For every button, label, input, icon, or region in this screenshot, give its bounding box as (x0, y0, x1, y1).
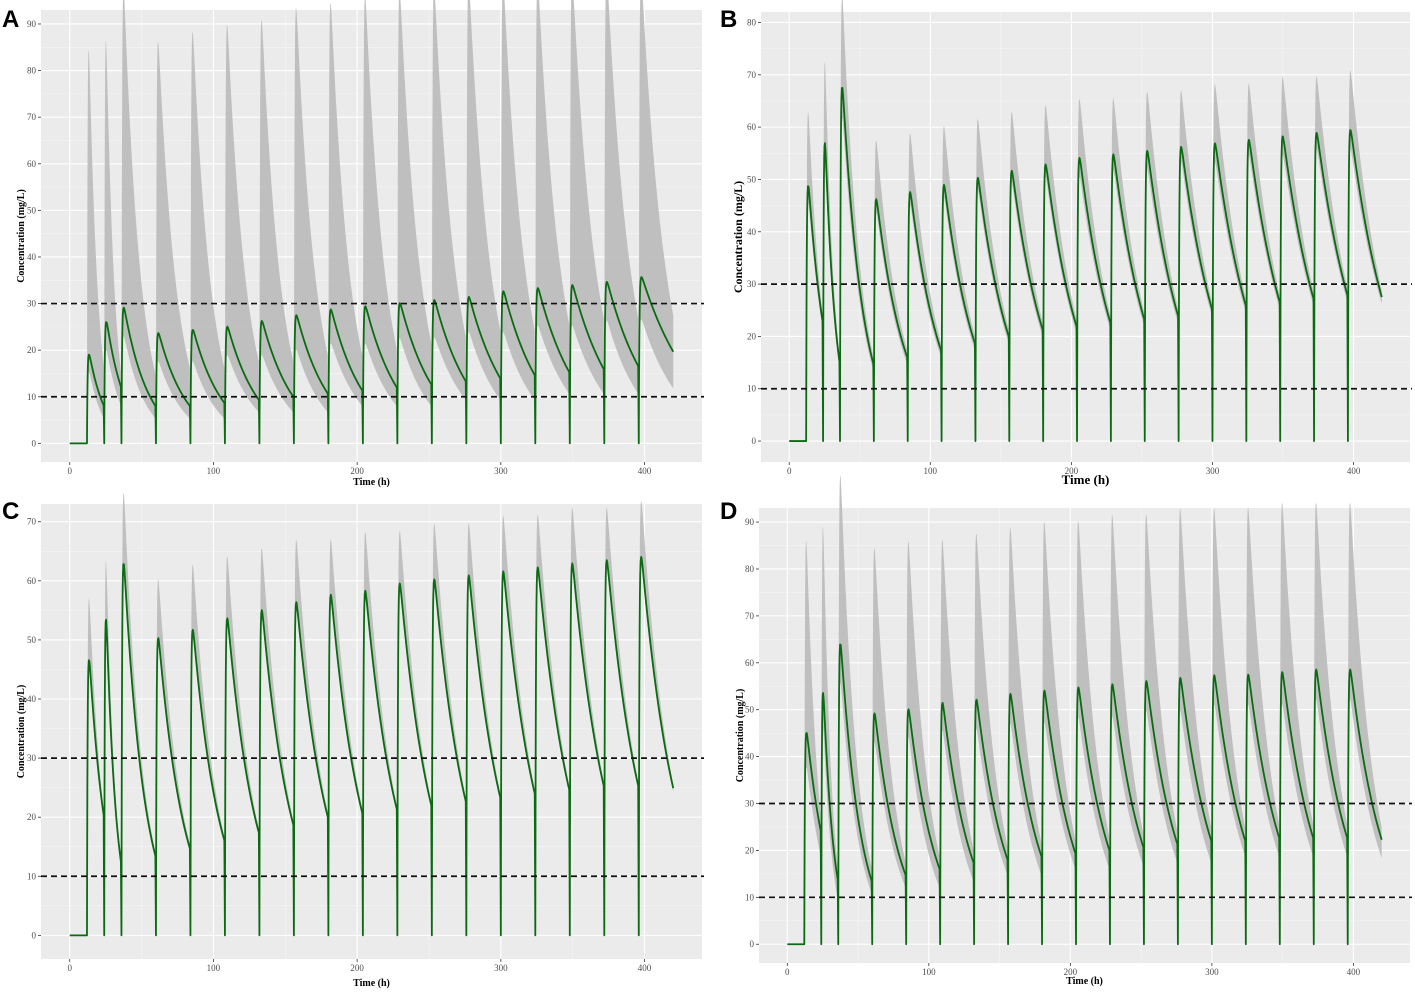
y-tick-label: 30 (27, 299, 37, 309)
panel-letter-c: C (2, 498, 20, 525)
plot-background (41, 504, 702, 959)
y-axis-title: Concentration (mg/L) (16, 685, 27, 779)
y-tick-label: 0 (752, 436, 757, 446)
y-tick-label: 20 (745, 845, 755, 855)
x-tick-label: 400 (638, 466, 652, 476)
x-tick-label: 0 (787, 466, 792, 476)
y-tick-label: 30 (745, 799, 755, 809)
panel-letter-d: D (720, 498, 738, 525)
median-line (789, 87, 1383, 442)
x-axis-title: Time (h) (1062, 472, 1110, 487)
y-tick-label: 50 (27, 635, 37, 645)
median-line (69, 555, 675, 937)
x-axis-title: Time (h) (1066, 976, 1103, 987)
y-tick-label: 40 (27, 252, 37, 262)
y-tick-label: 80 (747, 17, 757, 27)
panel-b: B 0 10 20 30 40 50 60 70 80 0 100 200 300 400 Time (h)… (707, 0, 1415, 496)
y-tick-label: 10 (745, 892, 755, 902)
y-tick-label: 10 (27, 871, 37, 881)
y-axis-title: Concentration (mg/L) (735, 689, 746, 783)
y-tick-label: 0 (32, 438, 37, 448)
chart-d: 0 10 20 30 40 50 60 70 80 90 0 100 200 300 400 Time (h)… (735, 475, 1412, 987)
x-tick-label: 100 (207, 963, 221, 973)
y-tick-label: 90 (745, 517, 755, 527)
y-axis-title: Concentration (mg/L) (731, 181, 745, 293)
y-tick-label: 30 (27, 753, 37, 763)
y-axis-title: Concentration (mg/L) (16, 189, 27, 283)
y-tick-label: 40 (27, 694, 37, 704)
y-tick-label: 70 (27, 517, 37, 527)
panel-d: D 0 10 20 30 40 50 60 70 80 90 0 100 200 300 400 Time (… (707, 475, 1415, 992)
x-tick-label: 200 (350, 963, 364, 973)
y-tick-label: 50 (745, 705, 755, 715)
panel-a: A 0 10 20 30 40 50 60 70 80 90 0 100 200 300 400 Time (… (0, 0, 707, 496)
x-tick-label: 300 (1206, 466, 1220, 476)
y-tick-label: 30 (747, 279, 757, 289)
y-tick-label: 10 (27, 392, 37, 402)
chart-c: 0 10 20 30 40 50 60 70 0 100 200 300 400 Time (h) Conc… (16, 493, 704, 989)
x-tick-label: 0 (785, 967, 790, 977)
x-tick-label: 400 (638, 963, 652, 973)
y-tick-label: 80 (745, 564, 755, 574)
y-tick-label: 70 (745, 611, 755, 621)
y-tick-label: 70 (27, 112, 37, 122)
x-axis-title: Time (h) (353, 978, 390, 989)
y-tick-label: 20 (27, 812, 37, 822)
x-tick-label: 400 (1347, 466, 1361, 476)
x-tick-label: 300 (494, 963, 508, 973)
y-tick-label: 0 (750, 939, 755, 949)
x-tick-label: 0 (67, 963, 72, 973)
panel-c: C 0 10 20 30 40 50 60 70 0 100 200 300 400 Time (h) Co… (0, 493, 707, 992)
y-tick-label: 60 (27, 576, 37, 586)
x-tick-label: 100 (924, 466, 938, 476)
x-tick-label: 400 (1347, 967, 1361, 977)
prediction-band (787, 475, 1382, 945)
x-tick-label: 100 (922, 967, 936, 977)
y-tick-label: 20 (747, 331, 757, 341)
chart-b: 0 10 20 30 40 50 60 70 80 0 100 200 300 400 Time (h) Co… (731, 0, 1412, 487)
y-tick-label: 40 (747, 227, 757, 237)
y-tick-label: 20 (27, 345, 37, 355)
panel-letter-a: A (2, 6, 20, 33)
x-tick-label: 100 (207, 466, 221, 476)
y-tick-label: 10 (747, 384, 757, 394)
x-axis-title: Time (h) (353, 477, 390, 488)
x-tick-label: 200 (1065, 466, 1079, 476)
x-tick-label: 0 (67, 466, 72, 476)
chart-a: 0 10 20 30 40 50 60 70 80 90 0 100 200 300 400 Time (h)… (16, 0, 704, 488)
y-tick-label: 0 (32, 930, 37, 940)
panel-letter-b: B (720, 6, 738, 33)
y-tick-label: 80 (27, 66, 37, 76)
prediction-band (69, 0, 674, 444)
y-tick-label: 50 (27, 205, 37, 215)
y-tick-label: 60 (745, 658, 755, 668)
y-tick-label: 50 (747, 174, 757, 184)
x-tick-label: 200 (350, 466, 364, 476)
median-line (787, 643, 1383, 946)
plot-background (761, 12, 1410, 462)
y-tick-label: 70 (747, 70, 757, 80)
prediction-band (789, 0, 1382, 442)
median-line (69, 276, 675, 445)
y-tick-label: 60 (747, 122, 757, 132)
x-tick-label: 300 (494, 466, 508, 476)
x-tick-label: 300 (1205, 967, 1219, 977)
y-tick-label: 40 (745, 752, 755, 762)
x-tick-label: 200 (1064, 967, 1078, 977)
y-tick-label: 90 (27, 19, 37, 29)
y-tick-label: 60 (27, 159, 37, 169)
